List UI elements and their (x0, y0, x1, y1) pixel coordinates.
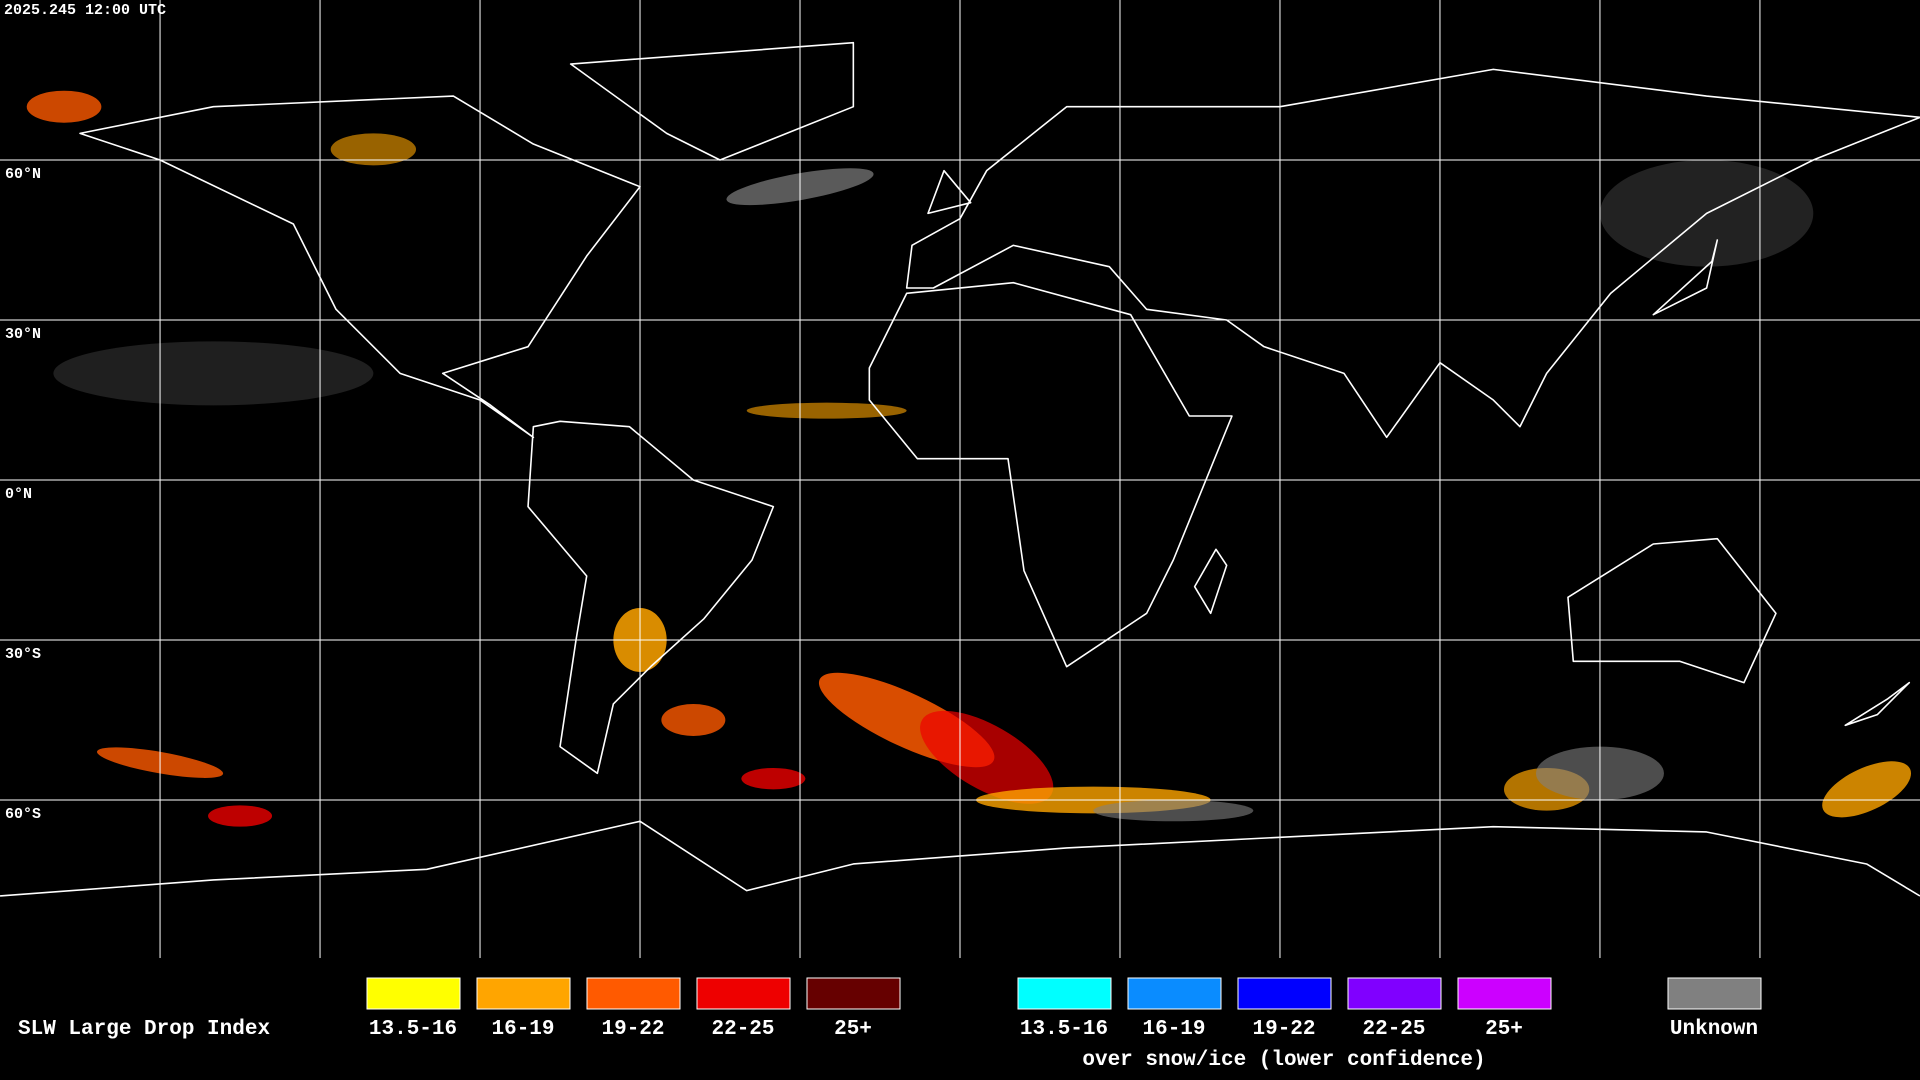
legend-title: SLW Large Drop Index (18, 1018, 270, 1041)
precip-area (330, 133, 417, 166)
snow-caption: over snow/ice (lower confidence) (1082, 1049, 1485, 1072)
legend-label: 22-25 (711, 1018, 774, 1041)
legend-swatch (1017, 977, 1112, 1010)
legend-label: 25+ (834, 1018, 872, 1041)
legend-swatch (1237, 977, 1332, 1010)
coastline (869, 283, 1232, 667)
precip-area (208, 805, 273, 827)
coastline (571, 43, 854, 160)
legend-label: 25+ (1485, 1018, 1523, 1041)
legend: SLW Large Drop Index over snow/ice (lowe… (18, 977, 1762, 1072)
legend-swatch (586, 977, 681, 1010)
latitude-label: 60°N (5, 166, 41, 183)
precip-area (1822, 761, 1912, 818)
coastline (528, 421, 773, 773)
legend-label: 22-25 (1362, 1018, 1425, 1041)
latitude-label: 0°N (5, 486, 32, 503)
legend-swatch (806, 977, 901, 1010)
legend-swatch (1667, 977, 1762, 1010)
coastline (80, 96, 640, 437)
legend-label: 16-19 (491, 1018, 554, 1041)
legend-swatch (366, 977, 461, 1010)
legend-swatch (476, 977, 571, 1010)
coastline (907, 69, 1920, 437)
legend-label: 13.5-16 (1020, 1018, 1108, 1041)
unknown-area (1093, 799, 1254, 822)
coastline (928, 171, 1909, 726)
graticule (0, 0, 1920, 958)
legend-label: 19-22 (601, 1018, 664, 1041)
precip-area (920, 710, 1054, 804)
latitude-label: 30°S (5, 646, 41, 663)
precip-area (26, 90, 102, 123)
unknown-area (53, 341, 374, 406)
legend-label: 13.5-16 (369, 1018, 457, 1041)
legend-label: 16-19 (1142, 1018, 1205, 1041)
precip-area (661, 703, 726, 736)
latitude-label: 30°N (5, 326, 41, 343)
precip-area (741, 767, 806, 790)
timestamp: 2025.245 12:00 UTC (4, 2, 166, 19)
latitude-label: 60°S (5, 806, 41, 823)
legend-swatch (696, 977, 791, 1010)
precip-area (746, 402, 907, 419)
legend-swatch (1127, 977, 1222, 1010)
latitude-labels: 60°N 30°N 0°N 30°S 60°S (5, 166, 41, 823)
legend-swatch (1347, 977, 1442, 1010)
legend-label: 19-22 (1252, 1018, 1315, 1041)
legend-swatch (1457, 977, 1552, 1010)
coastlines (0, 43, 1920, 896)
legend-label: Unknown (1670, 1018, 1758, 1041)
